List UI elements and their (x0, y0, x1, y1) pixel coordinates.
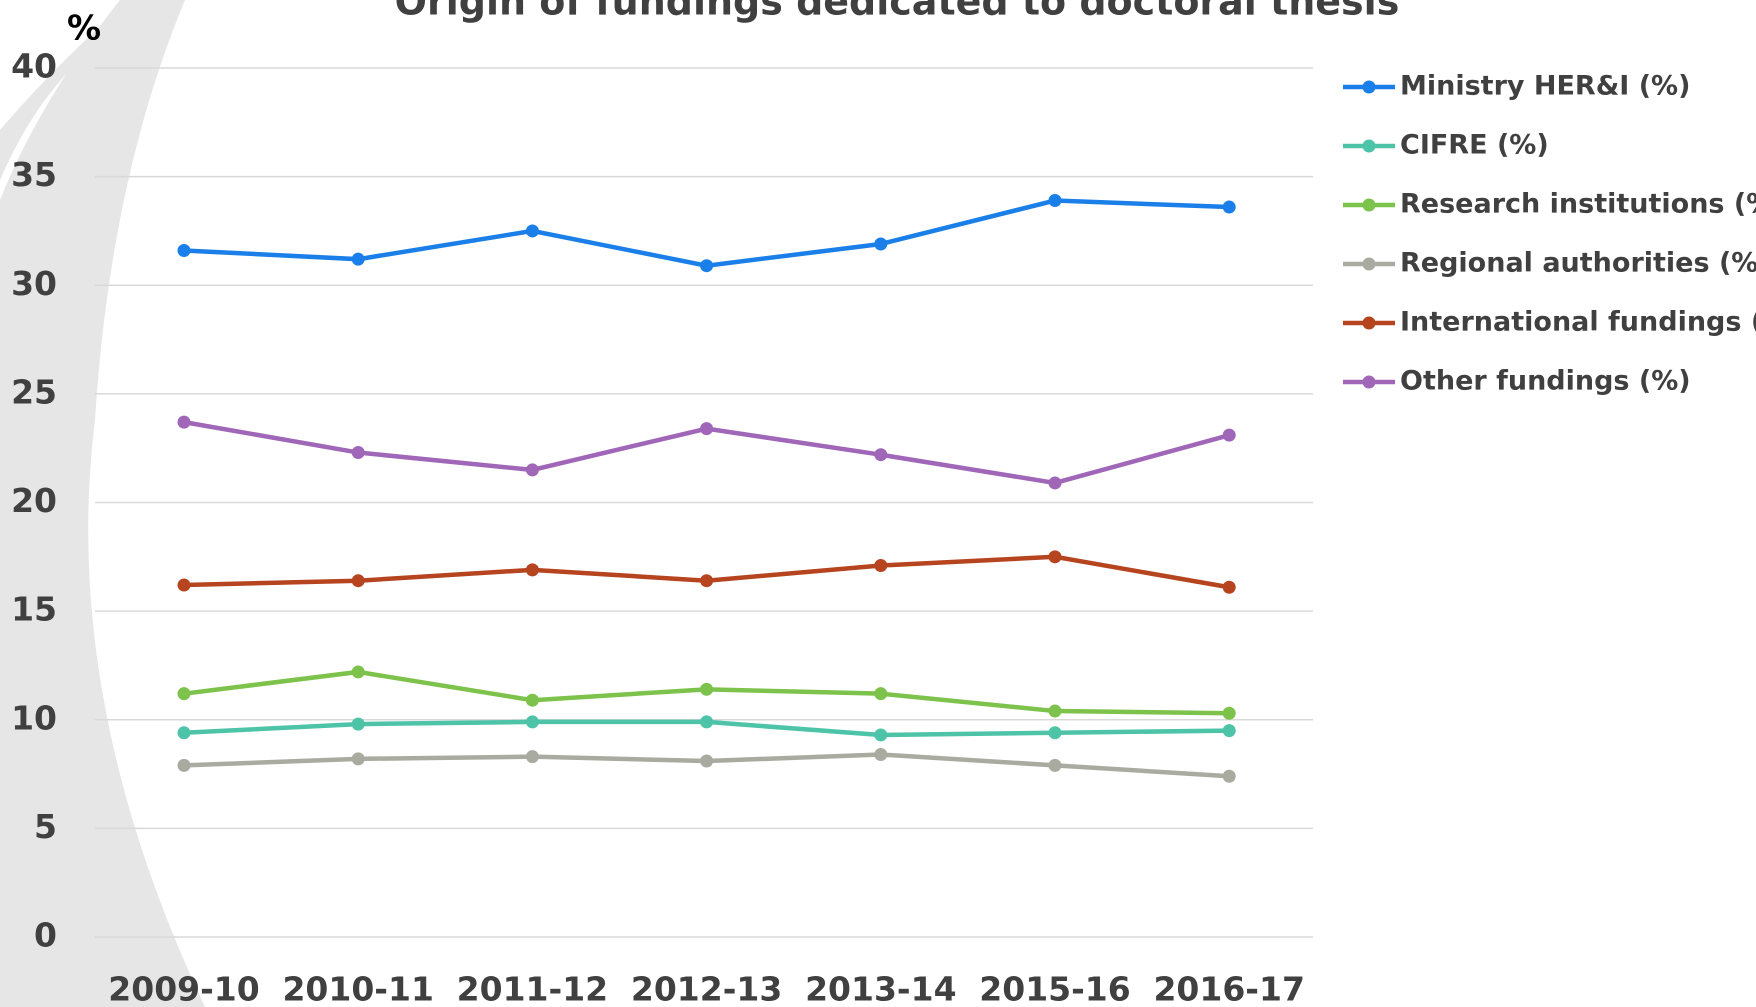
legend-label: Research institutions (%) (1400, 189, 1756, 220)
data-point (1222, 706, 1236, 720)
y-axis-label: % (67, 9, 101, 49)
data-point (177, 758, 191, 772)
data-point (177, 415, 191, 429)
data-point (177, 243, 191, 257)
background-arc (0, 0, 205, 1007)
series-line (183, 198, 1230, 268)
data-point (874, 687, 888, 701)
data-point (1222, 769, 1236, 783)
x-tick-label: 2011-12 (457, 970, 608, 1007)
data-point (525, 715, 539, 729)
data-point (177, 687, 191, 701)
data-point (700, 574, 714, 588)
x-tick-label: 2009-10 (108, 970, 259, 1007)
data-point (874, 748, 888, 762)
data-point (525, 750, 539, 764)
data-point (525, 693, 539, 707)
legend-marker (1362, 139, 1376, 153)
data-point (874, 728, 888, 742)
y-tick-label: 10 (11, 698, 57, 737)
data-point (525, 463, 539, 477)
data-point (700, 682, 714, 696)
legend-marker (1362, 375, 1376, 389)
y-tick-label: 35 (11, 155, 57, 194)
data-point (1048, 758, 1062, 772)
y-tick-label: 25 (11, 372, 57, 411)
data-point (1048, 194, 1062, 208)
x-tick-label: 2016-17 (1153, 970, 1304, 1007)
data-point (1048, 476, 1062, 490)
data-point (351, 752, 365, 766)
y-tick-label: 30 (11, 264, 57, 303)
data-point (700, 422, 714, 436)
data-point (177, 578, 191, 592)
legend-label: International fundings (%) (1400, 307, 1756, 338)
data-point (351, 717, 365, 731)
data-point (700, 754, 714, 768)
legend-marker (1362, 316, 1376, 330)
x-tick-label: 2013-14 (805, 970, 956, 1007)
data-point (1222, 724, 1236, 738)
data-point (351, 665, 365, 679)
y-tick-label: 5 (34, 807, 57, 846)
data-point (1048, 704, 1062, 718)
legend-label: Other fundings (%) (1400, 366, 1691, 397)
x-tick-label: 2010-11 (282, 970, 433, 1007)
data-point (525, 563, 539, 577)
y-tick-label: 0 (34, 916, 57, 955)
legend-label: Regional authorities (%) (1400, 248, 1756, 279)
x-tick-label: 2015-16 (979, 970, 1130, 1007)
data-point (1222, 200, 1236, 214)
y-tick-label: 20 (11, 481, 57, 520)
data-point (874, 448, 888, 462)
y-tick-label: 40 (11, 47, 57, 86)
y-tick-label: 15 (11, 590, 57, 629)
data-point (351, 574, 365, 588)
data-point (177, 726, 191, 740)
data-point (1222, 580, 1236, 594)
chart-title: Origin of fundings dedicated to doctoral… (395, 0, 1400, 24)
data-point (874, 559, 888, 573)
data-point (874, 237, 888, 251)
legend-marker (1362, 257, 1376, 271)
data-point (700, 259, 714, 273)
data-point (700, 715, 714, 729)
data-point (351, 252, 365, 266)
data-point (1222, 428, 1236, 442)
data-point (1048, 726, 1062, 740)
legend-label: Ministry HER&I (%) (1400, 71, 1690, 102)
legend-marker (1362, 198, 1376, 212)
legend-label: CIFRE (%) (1400, 130, 1549, 161)
data-point (351, 446, 365, 460)
data-point (1048, 550, 1062, 564)
data-point (525, 224, 539, 238)
x-tick-label: 2012-13 (631, 970, 782, 1007)
legend-marker (1362, 80, 1376, 94)
